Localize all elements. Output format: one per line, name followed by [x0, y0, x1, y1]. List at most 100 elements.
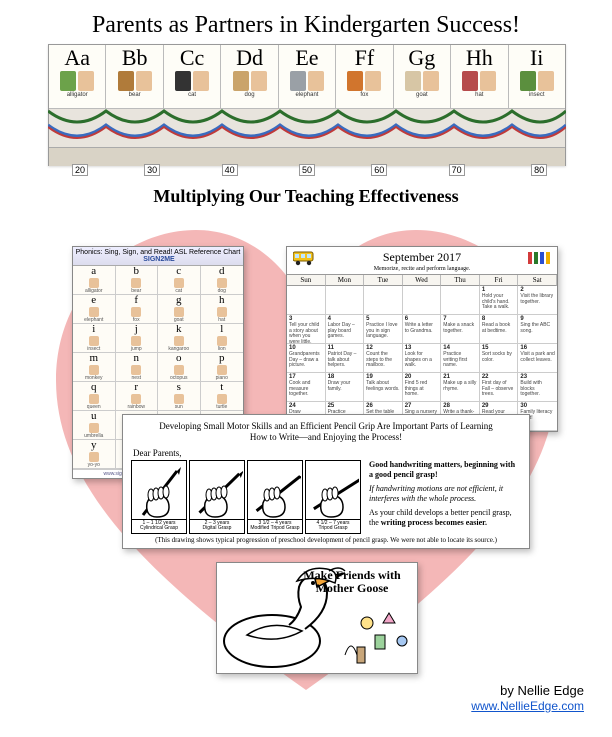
- calendar-cell-text: Grandparents Day – draw a picture.: [289, 352, 323, 369]
- calendar-cell-text: Read a book at bedtime.: [482, 323, 516, 335]
- pencil-grasp-panel-drawing-icon: [190, 461, 244, 519]
- handwriting-footer: (This drawing shows typical progression …: [131, 536, 521, 544]
- calendar-cell-text: Patriot Day – talk about helpers.: [328, 352, 362, 369]
- alphabet-cell-hand-sign-icon: [365, 71, 381, 91]
- page-root: Parents as Partners in Kindergarten Succ…: [0, 0, 612, 737]
- page-title: Parents as Partners in Kindergarten Succ…: [0, 12, 612, 39]
- calendar-cell-text: Find 5 red things at home.: [405, 381, 439, 398]
- asl-cell: eelephant: [73, 295, 116, 324]
- asl-cell: rrainbow: [116, 382, 159, 411]
- mother-goose-title-l2: Mother Goose: [316, 581, 389, 595]
- asl-cell-hand-icon: [89, 278, 99, 288]
- alphabet-cell: Aaalligator: [49, 45, 106, 109]
- asl-cell: ssun: [158, 382, 201, 411]
- calendar-dow: Mon: [326, 275, 365, 286]
- handwriting-title-line1: Developing Small Motor Skills and an Eff…: [159, 421, 493, 431]
- asl-cell-letter: b: [134, 266, 140, 277]
- calendar-cell-text: Make a snack together.: [443, 323, 477, 335]
- asl-chart-title: Phonics: Sing, Sign, and Read! ASL Refer…: [73, 247, 243, 266]
- asl-cell-hand-icon: [217, 394, 227, 404]
- alphabet-cell-pictures: [60, 71, 94, 91]
- calendar-grid: SunMonTueWedThuFriSat1Hold your child's …: [287, 274, 557, 431]
- banner-number-marker: 50: [299, 164, 315, 176]
- calendar-cell-text: Make up a silly rhyme.: [443, 381, 477, 393]
- pencil-grasp-panel-drawing-icon: [306, 461, 360, 519]
- byline-link[interactable]: www.NellieEdge.com: [471, 699, 584, 713]
- alphabet-cell-letters: Cc: [180, 47, 204, 69]
- calendar-cell: 13Look for shapes on a walk.: [403, 344, 442, 373]
- asl-cell-letter: k: [176, 324, 182, 335]
- crayons-icon: [527, 250, 551, 266]
- calendar-cell: 6Write a letter to Grandma.: [403, 315, 442, 344]
- calendar-cell: 7Make a snack together.: [441, 315, 480, 344]
- alphabet-cell-pictures: [405, 71, 439, 91]
- calendar-cell: 16Visit a park and collect leaves.: [518, 344, 557, 373]
- alphabet-cell-animal-icon: [290, 71, 306, 91]
- asl-cell: ddog: [201, 266, 244, 295]
- asl-cell-hand-icon: [89, 452, 99, 462]
- alphabet-cell: Hhhat: [451, 45, 508, 109]
- asl-cell-hand-icon: [89, 365, 99, 375]
- pencil-grasp-panel-caption: 2 – 3 yearsDigital Grasp: [190, 519, 244, 533]
- calendar-cell-text: Hold your child's hand. Take a walk.: [482, 294, 516, 311]
- handwriting-title-line2: How to Write—and Enjoying the Process!: [250, 432, 402, 442]
- asl-cell: uumbrella: [73, 411, 116, 440]
- asl-cell-hand-icon: [217, 278, 227, 288]
- calendar-cell: [326, 286, 365, 315]
- asl-cell-letter: q: [91, 382, 97, 393]
- pencil-grasp-panel: 2 – 3 yearsDigital Grasp: [189, 460, 245, 534]
- byline-author: by Nellie Edge: [471, 683, 584, 698]
- alphabet-cell-word: cat: [188, 92, 196, 98]
- asl-cell: ffox: [116, 295, 159, 324]
- calendar-cell-text: Talk about feelings words.: [366, 381, 400, 393]
- asl-cell: ggoat: [158, 295, 201, 324]
- alphabet-cell-letters: Ee: [295, 47, 318, 69]
- calendar-cell: 18Draw your family.: [326, 373, 365, 402]
- calendar-cell: 23Build with blocks together.: [518, 373, 557, 402]
- mother-goose-title: Make Friends with Mother Goose: [297, 569, 407, 595]
- calendar-cell: 15Sort socks by color.: [480, 344, 519, 373]
- banner-number-marker: 60: [371, 164, 387, 176]
- asl-cell-hand-icon: [89, 423, 99, 433]
- calendar-cell: 19Talk about feelings words.: [364, 373, 403, 402]
- banner-number-marker: 40: [222, 164, 238, 176]
- asl-cell-letter: f: [134, 295, 138, 306]
- calendar-cell-text: Practice writing first name.: [443, 352, 477, 369]
- calendar: September 2017 Memorize, recite and perf…: [286, 246, 558, 432]
- handwriting-letter: Developing Small Motor Skills and an Eff…: [122, 414, 530, 549]
- alphabet-cell-hand-sign-icon: [251, 71, 267, 91]
- calendar-cell: [403, 286, 442, 315]
- calendar-cell-text: Practice I love you in sign language.: [366, 323, 400, 340]
- alphabet-cell-hand-sign-icon: [308, 71, 324, 91]
- asl-cell-hand-icon: [131, 365, 141, 375]
- calendar-cell-text: Labor Day – play board games.: [328, 323, 362, 340]
- asl-cell-hand-icon: [89, 336, 99, 346]
- calendar-cell-text: Cook and measure together.: [289, 381, 323, 398]
- asl-cell-letter: t: [220, 382, 223, 393]
- alphabet-cell-animal-icon: [347, 71, 363, 91]
- pencil-grasp-panel: 4 1/2 – 7 yearsTripod Grasp: [305, 460, 361, 534]
- handwriting-side-p1: Good handwriting matters, beginning with…: [369, 460, 521, 480]
- alphabet-cell-animal-icon: [233, 71, 249, 91]
- calendar-cell: 20Find 5 red things at home.: [403, 373, 442, 402]
- asl-cell-letter: h: [219, 295, 225, 306]
- alphabet-cell: Fffox: [336, 45, 393, 109]
- banner-number-marker: 80: [531, 164, 547, 176]
- asl-cell: iinsect: [73, 324, 116, 353]
- calendar-cell: 1Hold your child's hand. Take a walk.: [480, 286, 519, 315]
- calendar-cell: [441, 286, 480, 315]
- alphabet-cell-hand-sign-icon: [78, 71, 94, 91]
- asl-cell-letter: s: [177, 382, 181, 393]
- handwriting-side-p3: As your child develops a better pencil g…: [369, 508, 521, 528]
- asl-cell: ooctopus: [158, 353, 201, 382]
- alphabet-cell-pictures: [118, 71, 152, 91]
- asl-cell-letter: l: [220, 324, 223, 335]
- asl-cell: nnest: [116, 353, 159, 382]
- asl-cell-hand-icon: [89, 394, 99, 404]
- school-bus-icon: [293, 250, 317, 266]
- asl-cell: mmonkey: [73, 353, 116, 382]
- calendar-dow: Sun: [287, 275, 326, 286]
- asl-cell-hand-icon: [174, 307, 184, 317]
- pencil-grasp-panels: 1 – 1 1/2 yearsCylindrical Grasp 2 – 3 y…: [131, 460, 361, 534]
- alphabet-cell-word: dog: [245, 92, 255, 98]
